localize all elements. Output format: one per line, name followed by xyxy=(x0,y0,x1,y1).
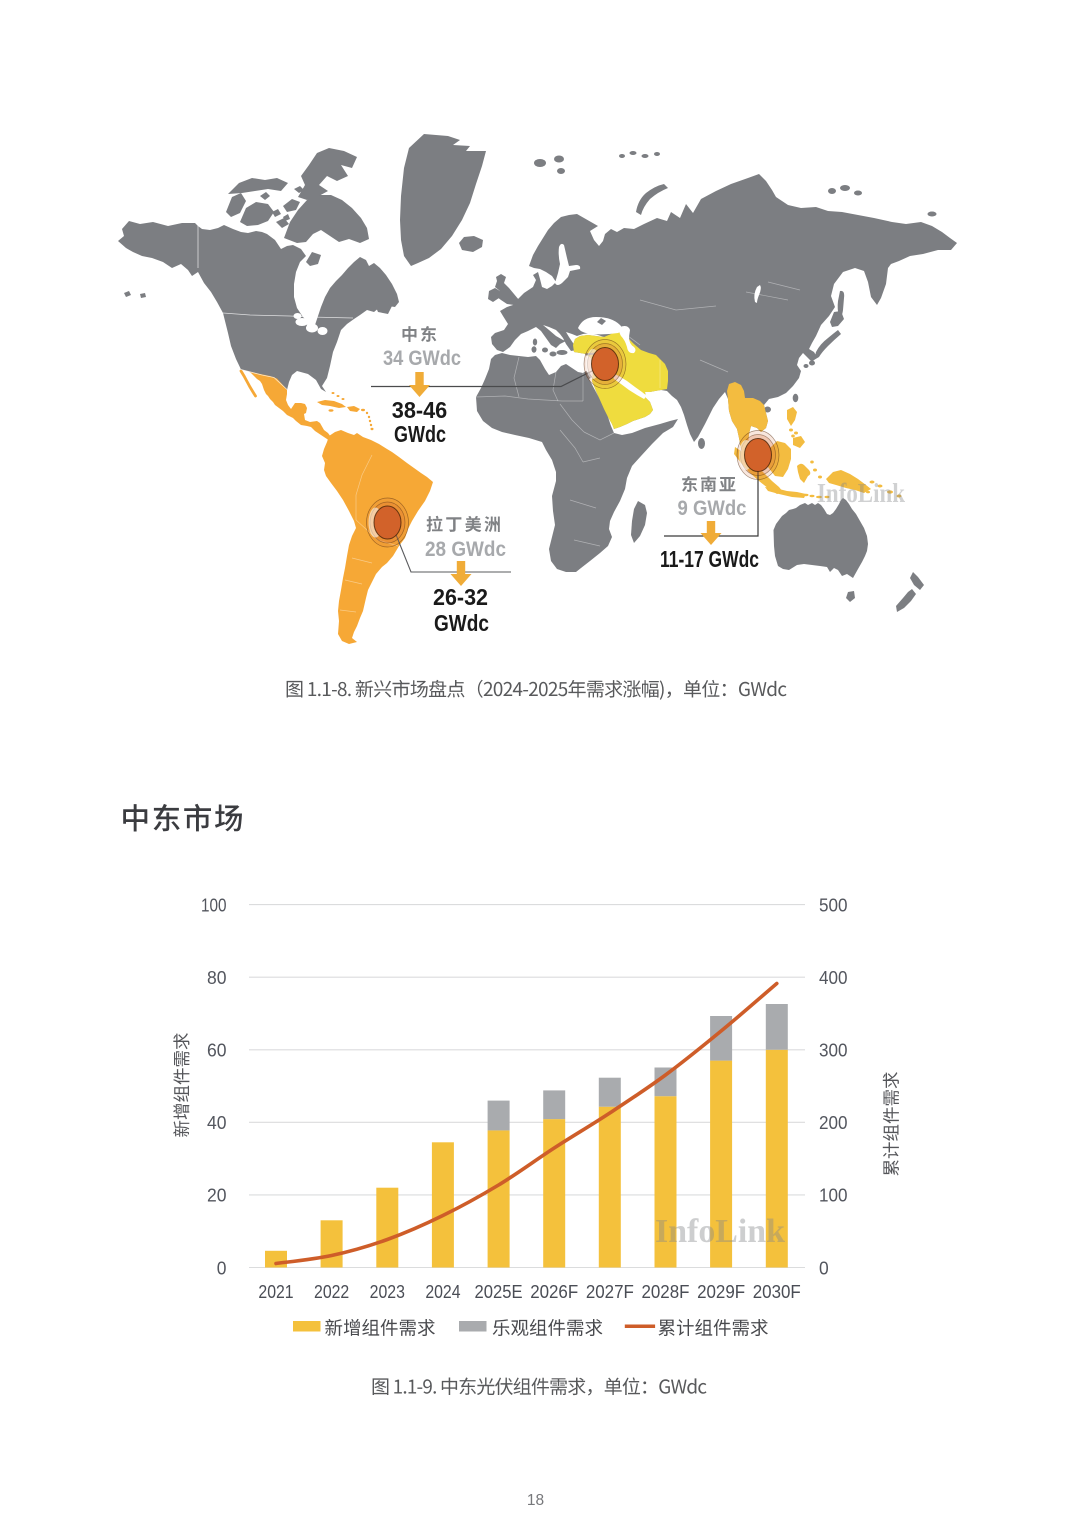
svg-text:400: 400 xyxy=(819,967,848,988)
svg-text:100: 100 xyxy=(201,894,227,915)
svg-text:2024: 2024 xyxy=(425,1281,460,1302)
svg-text:2022: 2022 xyxy=(314,1281,349,1302)
svg-text:2027F: 2027F xyxy=(586,1281,634,1302)
svg-text:11-17 GWdc: 11-17 GWdc xyxy=(660,546,759,572)
svg-text:2028F: 2028F xyxy=(641,1281,689,1302)
svg-text:34 GWdc: 34 GWdc xyxy=(383,347,461,370)
svg-text:26-32: 26-32 xyxy=(433,584,488,610)
svg-text:20: 20 xyxy=(207,1185,227,1206)
svg-text:100: 100 xyxy=(819,1185,848,1206)
svg-text:9 GWdc: 9 GWdc xyxy=(678,497,747,520)
svg-text:InfoLink: InfoLink xyxy=(817,478,905,508)
svg-text:18: 18 xyxy=(527,1492,544,1509)
svg-text:38-46: 38-46 xyxy=(392,397,448,423)
svg-text:60: 60 xyxy=(207,1040,227,1061)
svg-text:200: 200 xyxy=(819,1112,848,1133)
svg-text:2025E: 2025E xyxy=(475,1281,523,1302)
svg-text:0: 0 xyxy=(819,1257,829,1278)
svg-text:2026F: 2026F xyxy=(530,1281,578,1302)
svg-text:GWdc: GWdc xyxy=(434,610,489,636)
svg-text:GWdc: GWdc xyxy=(394,421,446,447)
svg-text:2029F: 2029F xyxy=(697,1281,745,1302)
svg-text:300: 300 xyxy=(819,1040,848,1061)
svg-text:0: 0 xyxy=(217,1257,227,1278)
svg-text:InfoLink: InfoLink xyxy=(655,1213,785,1250)
svg-text:500: 500 xyxy=(819,894,848,915)
svg-text:28 GWdc: 28 GWdc xyxy=(425,538,506,561)
svg-text:80: 80 xyxy=(207,967,227,988)
svg-text:2030F: 2030F xyxy=(753,1281,801,1302)
svg-text:2021: 2021 xyxy=(258,1281,293,1302)
svg-text:40: 40 xyxy=(207,1112,227,1133)
svg-text:2023: 2023 xyxy=(370,1281,405,1302)
